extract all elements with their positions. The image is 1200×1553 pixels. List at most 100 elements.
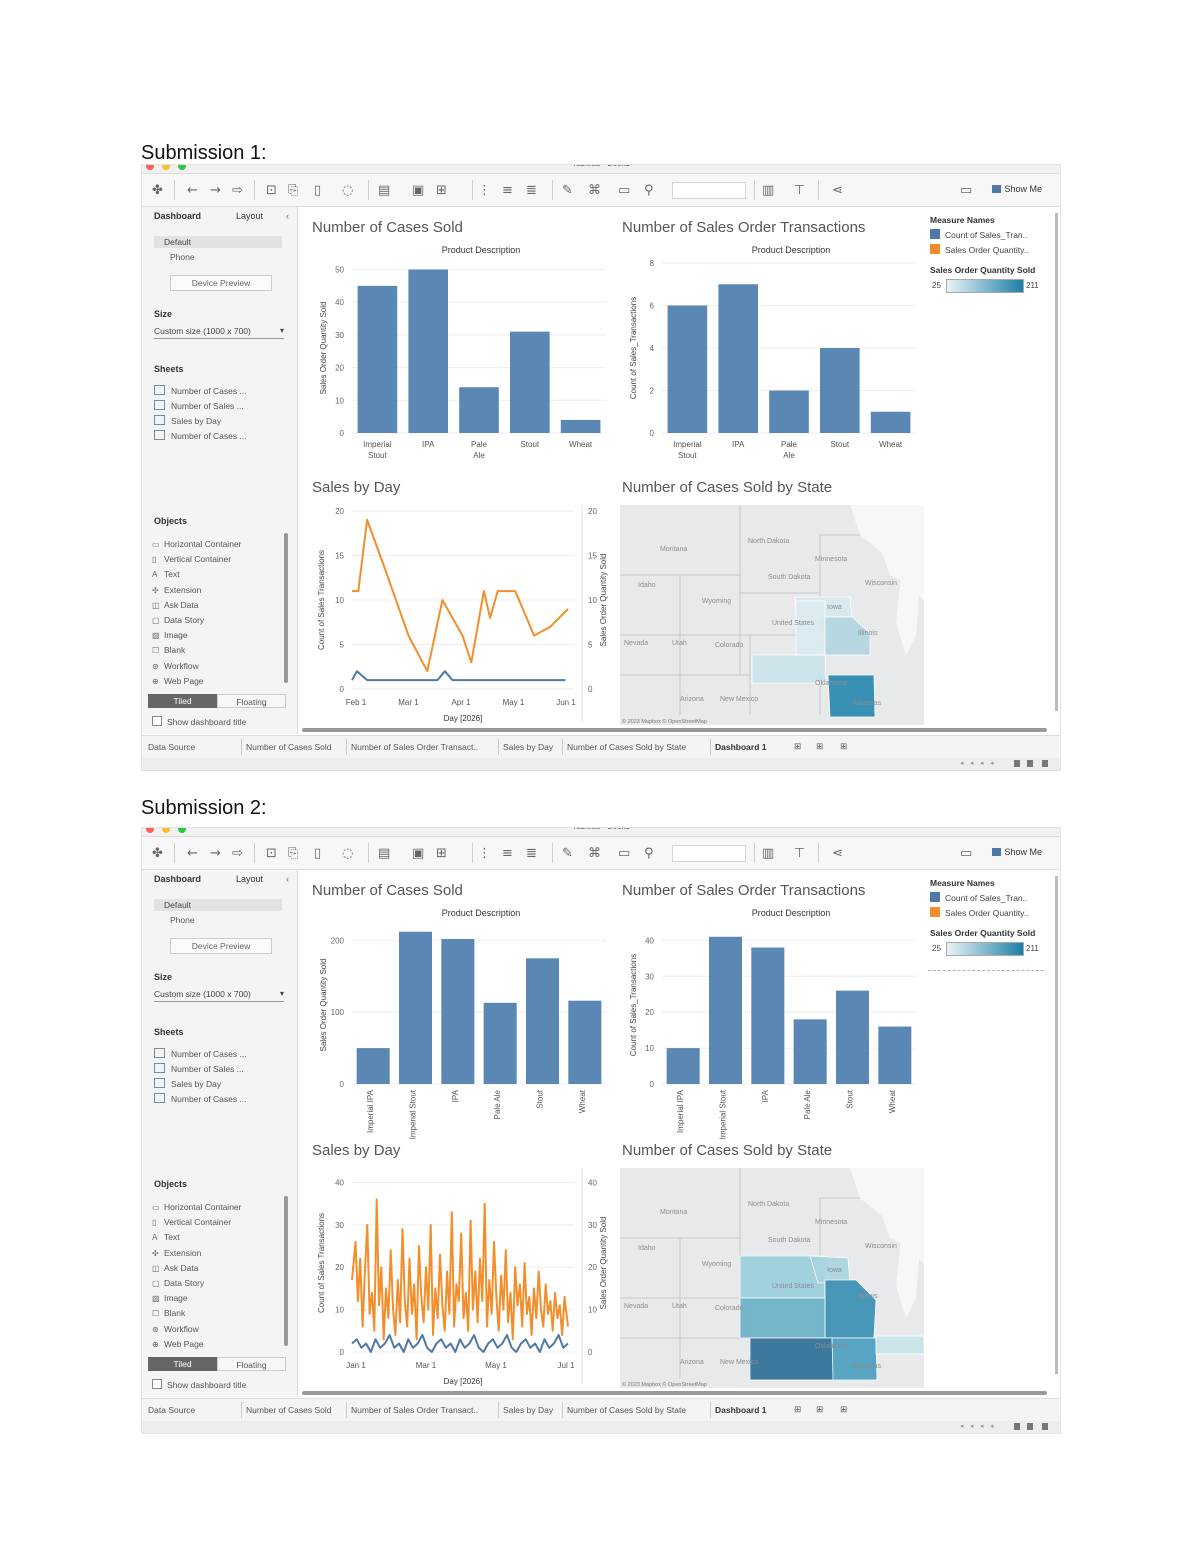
show-dashboard-title-checkbox[interactable]: Show dashboard title xyxy=(152,1379,246,1390)
object-item-workflow[interactable]: ⊛ Workflow xyxy=(152,1324,199,1334)
show-filmstrip-icon[interactable] xyxy=(1027,760,1033,767)
tab-layout[interactable]: Layout xyxy=(236,874,264,884)
sheet-tab-dashboard-1[interactable]: Dashboard 1 xyxy=(715,742,767,752)
size-select[interactable]: Custom size (1000 x 700) ▾ xyxy=(154,987,284,1002)
zoom-window-button[interactable] xyxy=(178,828,186,833)
chart-type-icon[interactable]: ▤ xyxy=(378,183,391,198)
sheet-tab-dashboard-1[interactable]: Dashboard 1 xyxy=(715,1405,767,1415)
last-sheet-icon[interactable]: ◂ xyxy=(990,1423,994,1430)
label-icon[interactable]: ⌘ xyxy=(588,846,601,861)
fit-width-icon[interactable]: ▭ xyxy=(618,846,631,861)
bar[interactable] xyxy=(769,390,809,434)
device-default[interactable]: Default xyxy=(154,236,282,248)
close-window-button[interactable] xyxy=(146,165,154,170)
size-select[interactable]: Custom size (1000 x 700) ▾ xyxy=(154,324,284,339)
sheet-tab-number-of-cases-sold-by-state[interactable]: Number of Cases Sold by State xyxy=(567,1405,687,1415)
sheet-tab-number-of-cases-sold[interactable]: Number of Cases Sold xyxy=(246,742,332,752)
fit-width-icon[interactable]: ▭ xyxy=(618,183,631,198)
show-me-button[interactable]: Show Me xyxy=(992,184,1042,194)
object-item-ask-data[interactable]: ◫ Ask Data xyxy=(152,600,199,610)
field-combo-box[interactable] xyxy=(672,182,746,199)
object-item-vertical-container[interactable]: ▯ Vertical Container xyxy=(152,1217,231,1227)
tab-dashboard[interactable]: Dashboard xyxy=(154,211,202,221)
show-sheet-sorter-icon[interactable] xyxy=(1014,1423,1020,1430)
bar[interactable] xyxy=(398,931,433,1084)
legend-item[interactable]: Count of Sales_Tran.. xyxy=(930,229,1027,240)
legend-item[interactable]: Sales Order Quantity.. xyxy=(930,907,1028,918)
back-icon[interactable]: ← xyxy=(187,846,198,861)
sheet-tab-data-source[interactable]: Data Source xyxy=(148,742,196,752)
object-item-web-page[interactable]: ⊕ Web Page xyxy=(152,676,204,686)
sort-icon[interactable]: ⋮ xyxy=(478,183,491,198)
pin-icon[interactable]: ⚲ xyxy=(644,183,654,198)
new-dashboard-icon[interactable]: ⊞ xyxy=(816,742,824,752)
bar[interactable] xyxy=(708,936,743,1084)
save-icon[interactable]: ▯ xyxy=(314,183,322,198)
new-story-icon[interactable]: ⊞ xyxy=(840,742,848,752)
tiled-option[interactable]: Tiled xyxy=(148,1357,217,1371)
cards-icon[interactable]: ▥ xyxy=(762,183,775,198)
new-dashboard-icon[interactable]: ⊞ xyxy=(816,1405,824,1415)
refresh-icon[interactable]: ◌ xyxy=(342,183,354,198)
object-item-data-story[interactable]: ▢ Data Story xyxy=(152,615,204,625)
show-filmstrip-icon[interactable] xyxy=(1027,1423,1033,1430)
bar[interactable] xyxy=(560,419,601,433)
minimize-window-button[interactable] xyxy=(162,828,170,833)
next-sheet-icon[interactable]: ◂ xyxy=(980,760,984,767)
highlight-icon[interactable]: ✎ xyxy=(562,183,573,198)
sheet-list-item[interactable]: Number of Cases ... xyxy=(154,430,247,441)
prev-sheet-icon[interactable]: ◂ xyxy=(970,760,974,767)
object-item-data-story[interactable]: ▢ Data Story xyxy=(152,1278,204,1288)
forward-icon[interactable]: → xyxy=(210,183,221,198)
series-line-sales-order-quantity[interactable] xyxy=(352,518,569,673)
chart-type-icon[interactable]: ▤ xyxy=(378,846,391,861)
sheet-tab-number-of-sales-order-transact[interactable]: Number of Sales Order Transact.. xyxy=(351,742,479,752)
share-icon[interactable]: ⋖ xyxy=(832,183,843,198)
collapse-pane-icon[interactable]: ‹ xyxy=(286,874,289,884)
object-item-workflow[interactable]: ⊛ Workflow xyxy=(152,661,199,671)
group-icon[interactable]: ≣ xyxy=(526,183,537,198)
bar[interactable] xyxy=(666,1048,700,1084)
bar[interactable] xyxy=(718,284,759,433)
sheet-list-item[interactable]: Number of Sales ... xyxy=(154,400,244,411)
redo-icon[interactable]: ⇨ xyxy=(232,183,243,198)
sheet-list-item[interactable]: Number of Cases ... xyxy=(154,1093,247,1104)
sheet-tab-number-of-cases-sold-by-state[interactable]: Number of Cases Sold by State xyxy=(567,742,687,752)
object-item-blank[interactable]: ☐ Blank xyxy=(152,1308,185,1318)
refresh-icon[interactable]: ◌ xyxy=(342,846,354,861)
state-kansas[interactable] xyxy=(751,654,827,684)
sheet-list-item[interactable]: Number of Sales ... xyxy=(154,1063,244,1074)
new-sheet-icon[interactable]: ⊡ xyxy=(266,183,277,198)
state-nebraska[interactable] xyxy=(795,600,826,656)
vertical-scrollbar[interactable] xyxy=(1055,213,1058,711)
objects-scrollbar[interactable] xyxy=(284,533,288,683)
object-item-text[interactable]: A Text xyxy=(152,1232,180,1242)
device-phone[interactable]: Phone xyxy=(170,915,195,925)
sheet-tab-data-source[interactable]: Data Source xyxy=(148,1405,196,1415)
field-combo-box[interactable] xyxy=(672,845,746,862)
bar[interactable] xyxy=(408,269,449,433)
horizontal-scrollbar[interactable] xyxy=(302,728,1047,732)
bar[interactable] xyxy=(793,1019,827,1084)
object-item-horizontal-container[interactable]: ▭ Horizontal Container xyxy=(152,539,241,549)
cards-icon[interactable]: ▥ xyxy=(762,846,775,861)
swap-icon[interactable]: ▣ xyxy=(412,846,425,861)
object-item-extension[interactable]: ✣ Extension xyxy=(152,1248,201,1258)
duplicate-icon[interactable]: ⎘ xyxy=(288,846,299,861)
bar[interactable] xyxy=(870,411,911,433)
object-item-extension[interactable]: ✣ Extension xyxy=(152,585,201,595)
sort-desc-icon[interactable]: ≡ xyxy=(502,846,513,861)
close-window-button[interactable] xyxy=(146,828,154,833)
legend-item[interactable]: Count of Sales_Tran.. xyxy=(930,892,1027,903)
sort-desc-icon[interactable]: ≡ xyxy=(502,183,513,198)
series-line-count-of-sales-tran[interactable] xyxy=(351,670,566,682)
show-tabs-icon[interactable] xyxy=(1042,760,1048,767)
bar[interactable] xyxy=(441,938,475,1084)
tab-dashboard[interactable]: Dashboard xyxy=(154,874,202,884)
series-line-count-of-sales-tran[interactable] xyxy=(351,1334,569,1353)
bar[interactable] xyxy=(751,947,785,1084)
next-sheet-icon[interactable]: ◂ xyxy=(980,1423,984,1430)
presentation-icon[interactable]: ⊤ xyxy=(794,183,806,198)
floating-option[interactable]: Floating xyxy=(217,1357,286,1371)
bar[interactable] xyxy=(525,958,560,1084)
